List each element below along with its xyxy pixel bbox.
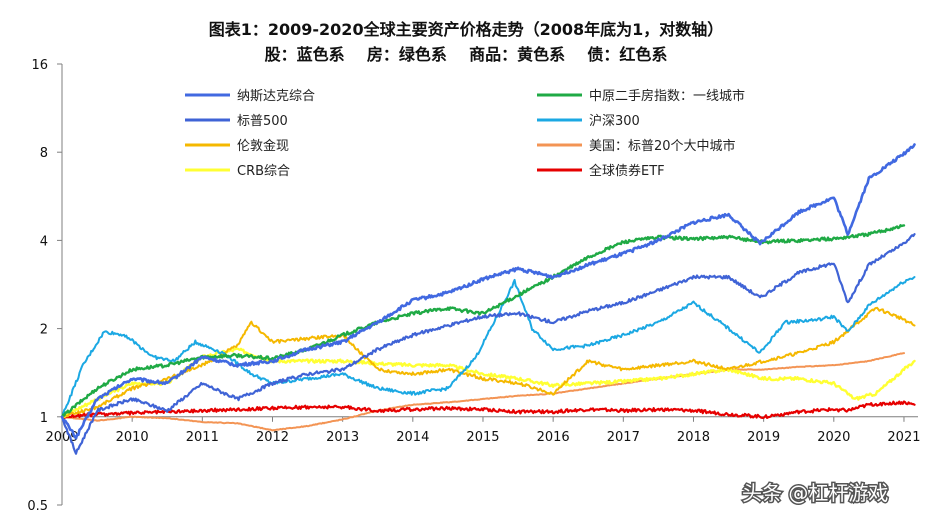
x-tick-label: 2010 [116,430,149,445]
y-tick-label: 1 [40,411,48,426]
series-line-7 [60,400,916,420]
watermark-text: 头条 @杠杆游戏 [742,481,888,505]
y-tick-label: 16 [31,58,48,73]
series-line-2 [60,233,916,455]
series-line-0 [60,143,916,440]
x-tick-label: 2020 [817,430,850,445]
y-tick-label: 4 [40,234,48,249]
y-tick-label: 8 [40,146,48,161]
x-tick-label: 2014 [396,430,429,445]
x-tick-label: 2019 [747,430,780,445]
x-tick-label: 2011 [186,430,219,445]
legend-label: CRB综合 [237,164,290,179]
legend-label: 全球债券ETF [589,163,665,179]
x-tick-label: 2015 [466,430,499,445]
chart-subtitle: 股：蓝色系 房：绿色系 商品：黄色系 债：红色系 [265,45,668,64]
legend-label: 伦敦金现 [237,138,289,154]
legend-label: 标普500 [237,114,288,129]
series-line-4 [61,306,916,418]
series-line-3 [61,276,916,418]
x-tick-label: 2017 [607,430,640,445]
series-line-5 [61,352,905,432]
x-tick-label: 2012 [256,430,289,445]
x-tick-label: 2016 [537,430,570,445]
chart-title: 图表1：2009-2020全球主要资产价格走势（2008年底为1，对数轴） [209,20,724,39]
y-tick-label: 2 [40,323,48,338]
series-lines [60,143,916,455]
x-tick-label: 2018 [677,430,710,445]
series-line-1 [60,224,906,418]
x-tick-label: 2013 [326,430,359,445]
watermark: 头条 @杠杆游戏 [741,480,890,507]
legend-label: 沪深300 [589,113,640,129]
y-tick-label: 0.5 [27,499,48,514]
legend-label: 美国：标普20个大中城市 [589,138,736,154]
legend-label: 中原二手房指数：一线城市 [589,88,745,104]
x-tick-label: 2021 [887,430,920,445]
legend-label: 纳斯达克综合 [237,89,315,104]
